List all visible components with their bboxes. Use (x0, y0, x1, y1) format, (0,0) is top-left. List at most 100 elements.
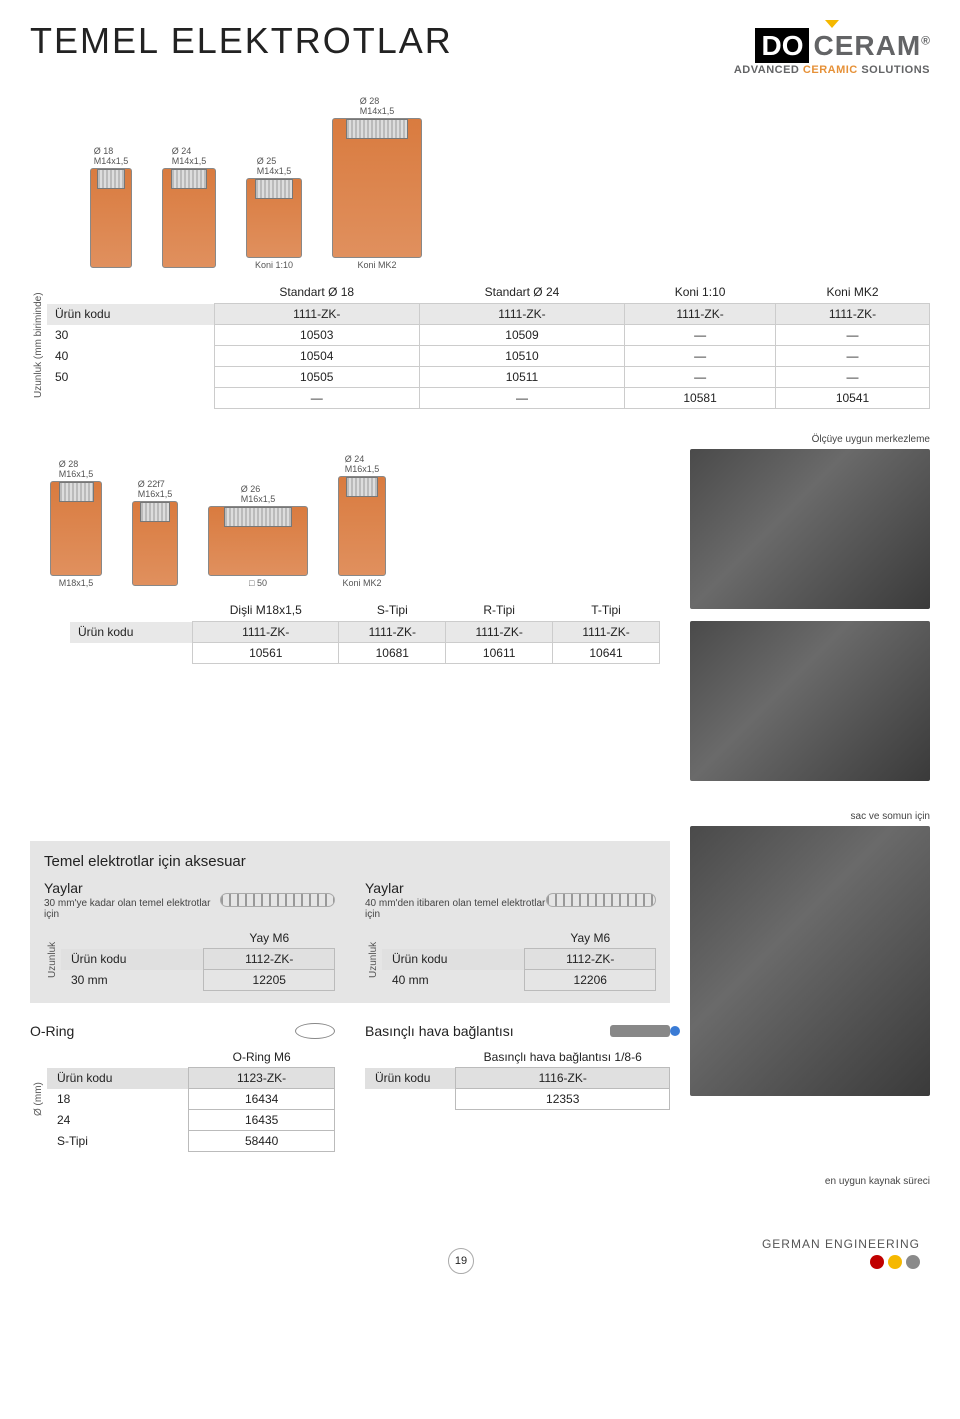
table-cell: 1111-ZK- (193, 622, 339, 643)
electrode-diagram: Ø 24M16x1,5Koni MK2 (338, 454, 386, 588)
table-cell: 10561 (193, 643, 339, 664)
electrode-diagram: Ø 18M14x1,5 (90, 146, 132, 270)
oring-vlabel: Ø (mm) (30, 1047, 47, 1152)
footer-dot-icon (870, 1255, 884, 1269)
electrode-diagram: Ø 28M14x1,5Koni MK2 (332, 96, 422, 270)
oring-icon (295, 1023, 335, 1039)
table-cell: 10511 (419, 367, 624, 388)
table-row-label: 50 (47, 367, 214, 388)
table-cell: 1111-ZK- (776, 304, 930, 325)
caption-welding: en uygun kaynak süreci (690, 1176, 930, 1187)
table-row-label: 40 (47, 346, 214, 367)
table2: Dişli M18x1,5S-TipiR-TipiT-TipiÜrün kodu… (70, 600, 660, 664)
table-head: R-Tipi (446, 600, 553, 622)
logo-sub-pre: ADVANCED (734, 64, 803, 76)
table-head: Koni 1:10 (625, 282, 776, 304)
logo-registered-icon: ® (921, 34, 930, 48)
photo-sheet-nut (690, 826, 930, 1096)
table-row-label (47, 388, 214, 409)
electrode-diagrams-top: Ø 18M14x1,5 Ø 24M14x1,5 Ø 25M14x1,5Koni 1:… (90, 96, 930, 270)
table-cell: 10505 (214, 367, 419, 388)
table-cell: 12205 (204, 970, 335, 991)
table-row-label (365, 1089, 456, 1110)
logo-triangle-icon (825, 20, 839, 28)
table-cell: 1123-ZK- (189, 1068, 335, 1089)
table-cell: 1111-ZK- (553, 622, 660, 643)
table-row-label (70, 643, 193, 664)
caption-sheet-nut: sac ve somun için (690, 811, 930, 822)
table-cell: — (776, 367, 930, 388)
table-head: Yay M6 (525, 928, 656, 949)
code-label: Ürün kodu (61, 949, 204, 970)
springs-vlabel-right: Uzunluk (365, 928, 382, 991)
code-label: Ürün kodu (70, 622, 193, 643)
table-cell: 58440 (189, 1131, 335, 1152)
springs-right-title: Yaylar (365, 880, 546, 896)
table-row-label: S-Tipi (47, 1131, 189, 1152)
table-cell: 16434 (189, 1089, 335, 1110)
table-cell: — (214, 388, 419, 409)
table-row-label: 40 mm (382, 970, 525, 991)
table-cell: — (776, 325, 930, 346)
table-cell: 1116-ZK- (456, 1068, 670, 1089)
electrode-diagram: Ø 25M14x1,5Koni 1:10 (246, 156, 302, 270)
table-cell: — (776, 346, 930, 367)
table-cell: 1111-ZK- (625, 304, 776, 325)
code-label: Ürün kodu (47, 304, 214, 325)
table-cell: 10504 (214, 346, 419, 367)
table-cell: 1111-ZK- (214, 304, 419, 325)
table-head: Yay M6 (204, 928, 335, 949)
electrode-diagram: Ø 24M14x1,5 (162, 146, 216, 270)
electrode-diagram: Ø 22f7M16x1,5 (132, 479, 178, 588)
page-number: 19 (448, 1248, 474, 1274)
logo-sub-mid: CERAMIC (803, 64, 858, 76)
spring-icon (546, 893, 656, 907)
table-row-label: 30 mm (61, 970, 204, 991)
table-head: O-Ring M6 (189, 1047, 335, 1068)
table-cell: 1112-ZK- (525, 949, 656, 970)
footer-dot-icon (906, 1255, 920, 1269)
springs-left-table: Yay M6Ürün kodu1112-ZK-30 mm12205 (61, 928, 335, 991)
air-table: Basınçlı hava bağlantısı 1/8-6Ürün kodu1… (365, 1047, 670, 1110)
footer-dots (762, 1255, 920, 1274)
table-cell: — (625, 325, 776, 346)
photo-machine (690, 621, 930, 781)
footer-dot-icon (888, 1255, 902, 1269)
table-cell: 10641 (553, 643, 660, 664)
accessory-section: Temel elektrotlar için aksesuar Yaylar 3… (30, 841, 670, 1003)
spring-icon (220, 893, 335, 907)
table-head: Standart Ø 24 (419, 282, 624, 304)
logo-sub-post: SOLUTIONS (858, 64, 930, 76)
table-cell: 1111-ZK- (419, 304, 624, 325)
table-cell: 12206 (525, 970, 656, 991)
page-title: TEMEL ELEKTROTLAR (30, 20, 453, 62)
electrode-diagram: Ø 28M16x1,5M18x1,5 (50, 459, 102, 588)
oring-title: O-Ring (30, 1023, 74, 1039)
table-cell: 10503 (214, 325, 419, 346)
table-cell: 10611 (446, 643, 553, 664)
table-head: Basınçlı hava bağlantısı 1/8-6 (456, 1047, 670, 1068)
table-cell: — (419, 388, 624, 409)
table-cell: 1111-ZK- (446, 622, 553, 643)
oring-table: O-Ring M6Ürün kodu1123-ZK-18164342416435… (47, 1047, 335, 1152)
accessory-title: Temel elektrotlar için aksesuar (44, 853, 656, 870)
table-cell: 10681 (339, 643, 446, 664)
table-row-label: 18 (47, 1089, 189, 1110)
caption-centering: Ölçüye uygun merkezleme (680, 434, 930, 445)
logo-ceram: CERAM (809, 30, 921, 61)
table-cell: 10541 (776, 388, 930, 409)
table-cell: — (625, 367, 776, 388)
table-head: Dişli M18x1,5 (193, 600, 339, 622)
logo-do: DO (755, 28, 809, 63)
table1: Standart Ø 18Standart Ø 24Koni 1:10Koni … (47, 282, 930, 409)
table-row-label: 24 (47, 1110, 189, 1131)
brand-logo: DOCERAM® ADVANCED CERAMIC SOLUTIONS (734, 20, 930, 76)
electrode-diagrams-mid: Ø 28M16x1,5M18x1,5 Ø 22f7M16x1,5 Ø 26M16x1… (50, 454, 660, 588)
table-cell: 10509 (419, 325, 624, 346)
springs-left-title: Yaylar (44, 880, 220, 896)
table-head: Koni MK2 (776, 282, 930, 304)
electrode-diagram: Ø 26M16x1,5□ 50 (208, 484, 308, 588)
table-cell: 12353 (456, 1089, 670, 1110)
table-cell: 10510 (419, 346, 624, 367)
table-cell: 16435 (189, 1110, 335, 1131)
